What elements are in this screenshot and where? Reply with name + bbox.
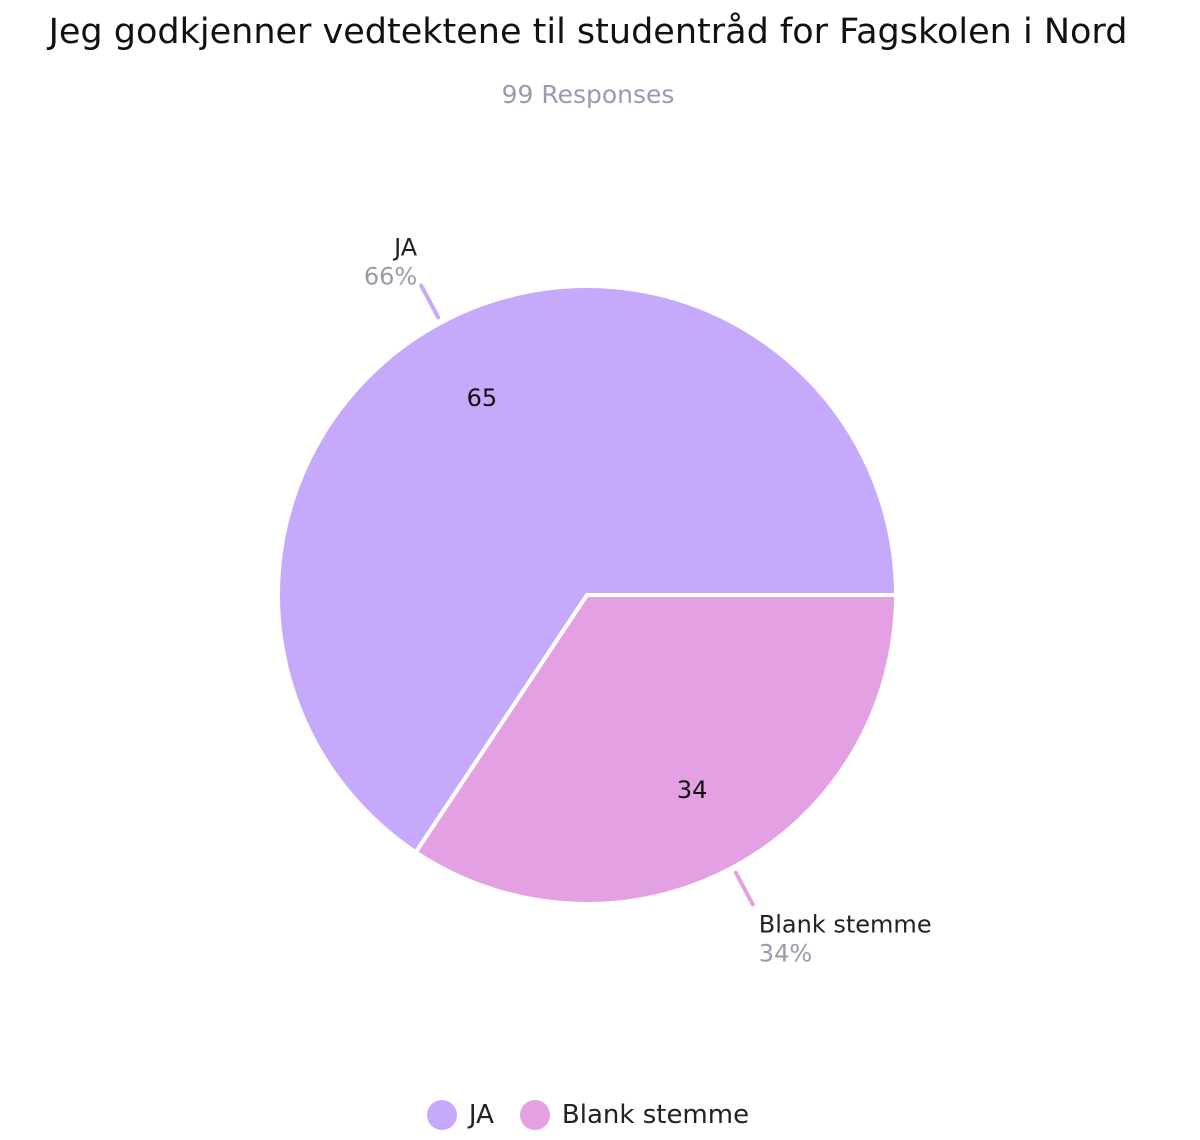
legend-item-ja[interactable]: JA — [426, 1100, 494, 1130]
leader-line-blank-stemme — [733, 870, 755, 907]
legend-label-blank-stemme: Blank stemme — [561, 1100, 750, 1130]
outer-label-blank-stemme: Blank stemme — [759, 910, 932, 938]
chart-legend: JA Blank stemme — [0, 1100, 1176, 1130]
pie-slice-ja[interactable] — [276, 284, 898, 855]
legend-swatch-blank-stemme — [519, 1100, 550, 1130]
data-label-blank-stemme: 34 — [677, 776, 708, 804]
data-label-ja: 65 — [467, 384, 498, 412]
chart-title: Jeg godkjenner vedtektene til studentråd… — [48, 12, 1128, 52]
pie-slice-blank-stemme[interactable] — [413, 593, 898, 906]
chart-subtitle: 99 Responses — [501, 80, 675, 109]
outer-label-ja: JA — [392, 234, 418, 262]
percent-label-ja: 66% — [364, 263, 417, 291]
percent-label-blank-stemme: 34% — [759, 939, 812, 967]
legend-swatch-ja — [426, 1100, 457, 1130]
legend-item-blank-stemme[interactable]: Blank stemme — [519, 1100, 750, 1130]
legend-label-ja: JA — [468, 1100, 494, 1130]
leader-line-ja — [419, 283, 441, 320]
